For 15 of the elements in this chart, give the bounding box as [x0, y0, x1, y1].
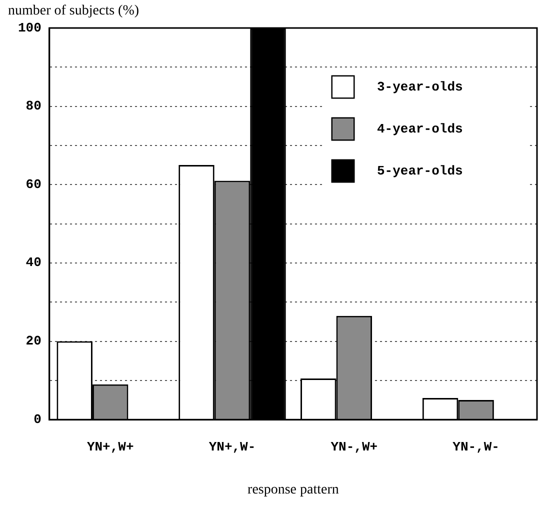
y-tick-label: 20	[26, 334, 42, 349]
y-axis-title: number of subjects (%)	[8, 4, 140, 19]
x-tick-label: YN-,W-	[452, 440, 500, 455]
x-tick-label: YN+,W+	[86, 440, 134, 455]
legend-label: 4-year-olds	[377, 121, 464, 136]
x-tick-label: YN+,W-	[208, 440, 256, 455]
y-tick-label: 60	[26, 176, 42, 192]
y-tick-label: 40	[26, 255, 42, 270]
legend-label: 5-year-olds	[377, 163, 464, 178]
x-axis-title: response pattern	[248, 482, 339, 498]
y-tick-label: 0	[34, 412, 42, 427]
legend-label: 3-year-olds	[377, 79, 464, 94]
x-tick-label: YN-,W+	[330, 440, 378, 455]
y-tick-label: 80	[26, 98, 42, 114]
y-tick-label: 100	[18, 20, 42, 36]
